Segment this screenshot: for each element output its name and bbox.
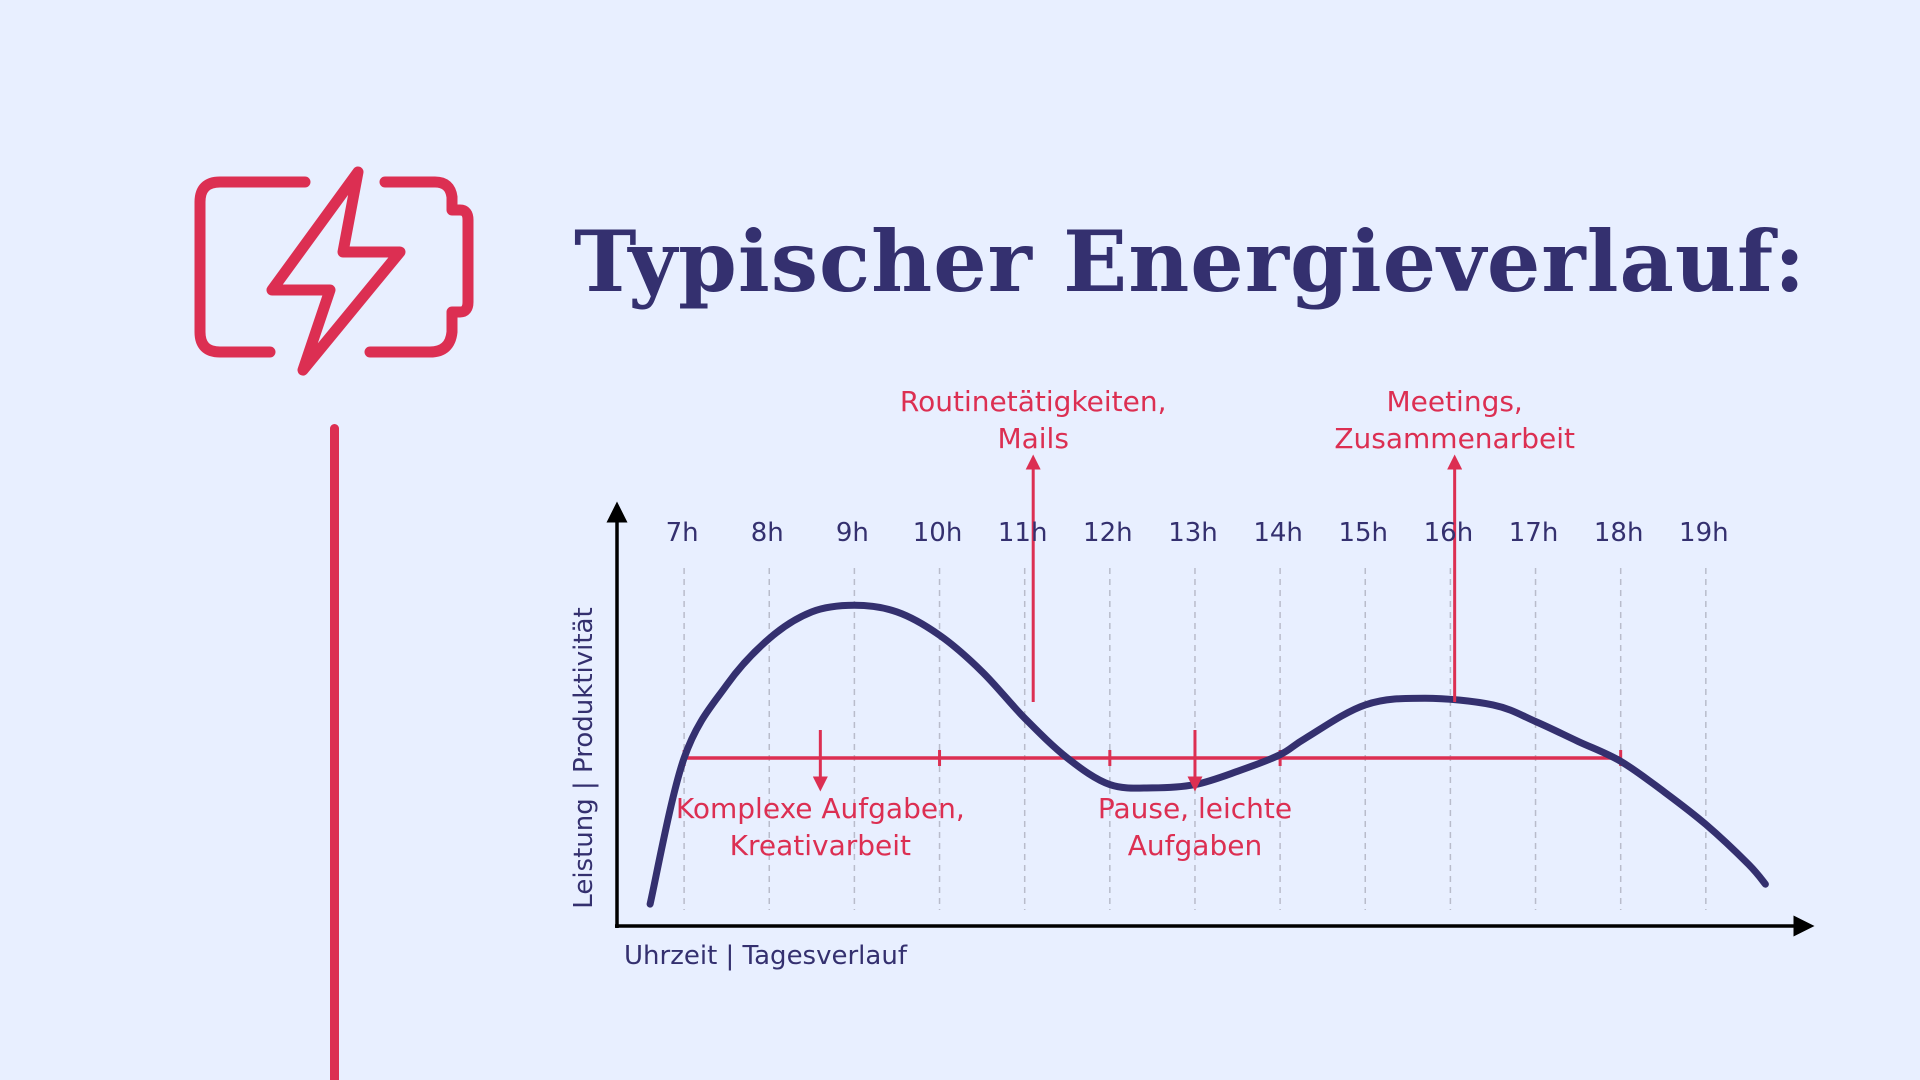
energy-curve [646, 601, 1769, 908]
x-tick-label: 14h [1253, 518, 1303, 548]
x-tick-label: 12h [1083, 518, 1133, 548]
annotation-label: Mails [997, 422, 1068, 455]
annotation-label: Routinetätigkeiten, [900, 385, 1167, 418]
y-axis-label: Leistung | Produktivität [569, 607, 599, 908]
x-tick-label: 10h [913, 518, 963, 548]
x-tick-label: 13h [1168, 518, 1218, 548]
x-tick-label: 17h [1509, 518, 1559, 548]
x-tick-label: 16h [1424, 518, 1474, 548]
decorative-vertical-line [330, 424, 339, 1080]
x-tick-label: 18h [1594, 518, 1644, 548]
x-tick-label: 19h [1679, 518, 1729, 548]
annotation-label: Zusammenarbeit [1334, 422, 1575, 455]
battery-charging-icon [194, 166, 474, 376]
annotation-label: Kreativarbeit [730, 829, 911, 862]
annotation-label: Komplexe Aufgaben, [676, 792, 965, 825]
x-tick-label: 7h [666, 518, 699, 548]
annotation-label: Meetings, [1386, 385, 1522, 418]
x-tick-label: 15h [1338, 518, 1388, 548]
x-tick-label: 9h [836, 518, 869, 548]
page-title: Typischer Energieverlauf: [574, 212, 1807, 311]
x-tick-label: 11h [998, 518, 1048, 548]
x-tick-label: 8h [751, 518, 784, 548]
x-axis-label: Uhrzeit | Tagesverlauf [624, 941, 908, 971]
annotation-label: Aufgaben [1128, 829, 1262, 862]
annotation-label: Pause, leichte [1098, 792, 1292, 825]
